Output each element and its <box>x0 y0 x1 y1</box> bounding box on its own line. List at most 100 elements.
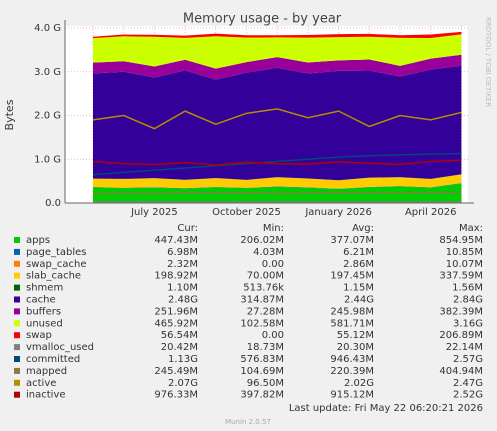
legend-stat: 10.07M <box>446 259 483 270</box>
chart-title: Memory usage - by year <box>183 12 342 27</box>
legend-stat: 2.48G <box>168 295 198 306</box>
legend-stat: 397.82M <box>240 390 284 401</box>
legend-stat: 3.16G <box>453 318 483 329</box>
legend-stat: 1.56M <box>452 283 483 294</box>
legend-stat: 447.43M <box>154 235 198 246</box>
legend-stat: 382.39M <box>439 306 483 317</box>
legend-swatch <box>14 332 20 339</box>
legend-stat: 96.50M <box>247 378 284 389</box>
legend-stat: 337.59M <box>439 271 483 282</box>
legend-stat: 2.84G <box>453 295 483 306</box>
legend-label: committed <box>26 354 80 365</box>
legend-stat: 0.00 <box>262 259 284 270</box>
legend-stat: 18.73M <box>247 342 284 353</box>
side-text: RRDTOOL / TOBI OETIKER <box>484 17 492 107</box>
legend-stat: 0.00 <box>262 330 284 341</box>
legend-stat: 206.89M <box>439 330 483 341</box>
legend-header: Max: <box>459 223 483 234</box>
legend-stat: 314.87M <box>240 295 284 306</box>
x-tick-label: October 2025 <box>212 207 281 218</box>
legend-stat: 70.00M <box>247 271 284 282</box>
area <box>93 65 462 181</box>
legend-header: Min: <box>263 223 284 234</box>
legend-stat: 20.30M <box>337 342 374 353</box>
line <box>92 108 462 130</box>
legend-stat: 1.15M <box>343 283 374 294</box>
legend-stat: 1.13G <box>168 354 198 365</box>
legend-stat: 976.33M <box>154 390 198 401</box>
legend-label: buffers <box>26 306 61 317</box>
legend-stat: 220.39M <box>330 366 374 377</box>
y-axis-label: Bytes <box>3 99 16 130</box>
legend-stat: 245.49M <box>154 366 198 377</box>
legend-label: active <box>26 378 56 389</box>
y-tick-label: 4.0 G <box>34 23 61 34</box>
legend-label: vmalloc_used <box>26 342 94 353</box>
y-tick-label: 0.0 <box>45 198 61 209</box>
last-update: Last update: Fri May 22 06:20:21 2026 <box>289 403 483 414</box>
legend-stat: 6.98M <box>167 247 198 258</box>
legend-stat: 198.92M <box>154 271 198 282</box>
x-tick-label: January 2026 <box>304 207 372 218</box>
line <box>92 191 462 195</box>
legend-stat: 2.57G <box>453 354 483 365</box>
legend-swatch <box>14 260 20 267</box>
y-tick-label: 3.0 G <box>34 67 61 78</box>
legend-stat: 22.14M <box>446 342 483 353</box>
legend-swatch <box>14 248 20 255</box>
area <box>93 34 462 69</box>
legend-stat: 2.32M <box>167 259 198 270</box>
legend-swatch <box>14 308 20 315</box>
legend-stat: 56.54M <box>161 330 198 341</box>
legend-label: swap_cache <box>26 259 86 270</box>
legend-swatch <box>14 356 20 362</box>
legend-stat: 946.43M <box>330 354 374 365</box>
legend-label: inactive <box>26 390 66 401</box>
x-tick-label: July 2025 <box>130 207 178 218</box>
legend-stat: 55.12M <box>337 330 374 341</box>
legend-stat: 2.02G <box>344 378 374 389</box>
legend-stat: 197.45M <box>330 271 374 282</box>
legend-stat: 6.21M <box>343 247 374 258</box>
legend-swatch <box>14 367 20 374</box>
legend-swatch <box>14 284 20 291</box>
legend-stat: 206.02M <box>240 235 284 246</box>
legend-label: cache <box>26 295 56 306</box>
legend-swatch <box>14 237 20 243</box>
line <box>92 159 462 166</box>
legend-stat: 2.07G <box>168 378 198 389</box>
legend-label: mapped <box>26 366 67 377</box>
legend-swatch <box>14 344 20 351</box>
legend-stat: 915.12M <box>330 390 374 401</box>
legend-stat: 4.03M <box>253 247 284 258</box>
y-tick-label: 2.0 G <box>34 111 61 122</box>
legend-swatch <box>14 272 20 279</box>
legend-label: slab_cache <box>26 271 81 282</box>
legend-stat: 581.71M <box>330 318 374 329</box>
legend-label: unused <box>26 318 63 329</box>
legend-stat: 104.69M <box>240 366 284 377</box>
legend-stat: 513.76k <box>243 283 284 294</box>
legend-stat: 20.42M <box>161 342 198 353</box>
legend-stat: 404.94M <box>439 366 483 377</box>
line <box>92 152 462 176</box>
legend-label: shmem <box>26 283 63 294</box>
legend-label: apps <box>26 235 50 246</box>
legend-stat: 854.95M <box>439 235 483 246</box>
legend-swatch <box>14 320 20 327</box>
legend-stat: 2.44G <box>344 295 374 306</box>
legend-label: page_tables <box>26 247 87 258</box>
legend-swatch <box>14 379 20 386</box>
legend-header: Avg: <box>352 223 374 234</box>
legend-stat: 2.47G <box>453 378 483 389</box>
x-tick-label: April 2026 <box>405 207 456 218</box>
legend-stat: 1.10M <box>167 283 198 294</box>
legend-stat: 27.28M <box>247 306 284 317</box>
legend-swatch <box>14 296 20 303</box>
legend-stat: 10.85M <box>446 247 483 258</box>
legend-stat: 2.86M <box>343 259 374 270</box>
legend-stat: 377.07M <box>330 235 374 246</box>
legend-stat: 245.98M <box>330 306 374 317</box>
legend-stat: 251.96M <box>154 306 198 317</box>
